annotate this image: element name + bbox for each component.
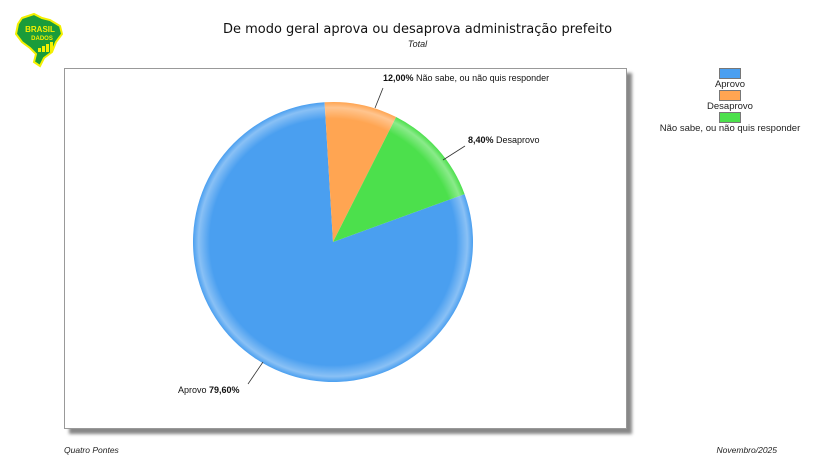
footer-source: Quatro Pontes [64, 445, 119, 455]
legend-label: Aprovo [714, 79, 746, 90]
legend-item-0: Aprovo [630, 68, 830, 90]
chart-title: De modo geral aprova ou desaprova admini… [222, 22, 613, 37]
legend-swatch [719, 68, 741, 79]
data-label-2: 12,00% Não sabe, ou não quis responder [383, 73, 549, 83]
data-label-0: Aprovo 79,60% [178, 385, 240, 395]
legend-swatch [719, 90, 741, 101]
legend: Aprovo Desaprovo Não sabe, ou não quis res… [630, 68, 830, 134]
svg-text:BRASIL: BRASIL [25, 25, 55, 34]
data-label-1: 8,40% Desaprovo [468, 135, 540, 145]
pie-highlight [193, 102, 473, 382]
svg-text:DADOS: DADOS [31, 36, 53, 42]
leader-line-1 [442, 145, 466, 161]
leader-line-0 [247, 361, 264, 385]
chart-subtitle: Total [407, 39, 428, 49]
brasil-dados-logo: BRASIL DADOS [14, 12, 64, 68]
legend-swatch [719, 112, 741, 123]
legend-label: Não sabe, ou não quis responder [659, 123, 801, 134]
leader-line-2 [374, 87, 384, 109]
footer-date: Novembro/2025 [716, 445, 777, 455]
legend-item-1: Desaprovo [630, 90, 830, 112]
legend-item-2: Não sabe, ou não quis responder [630, 112, 830, 134]
legend-label: Desaprovo [707, 101, 753, 112]
